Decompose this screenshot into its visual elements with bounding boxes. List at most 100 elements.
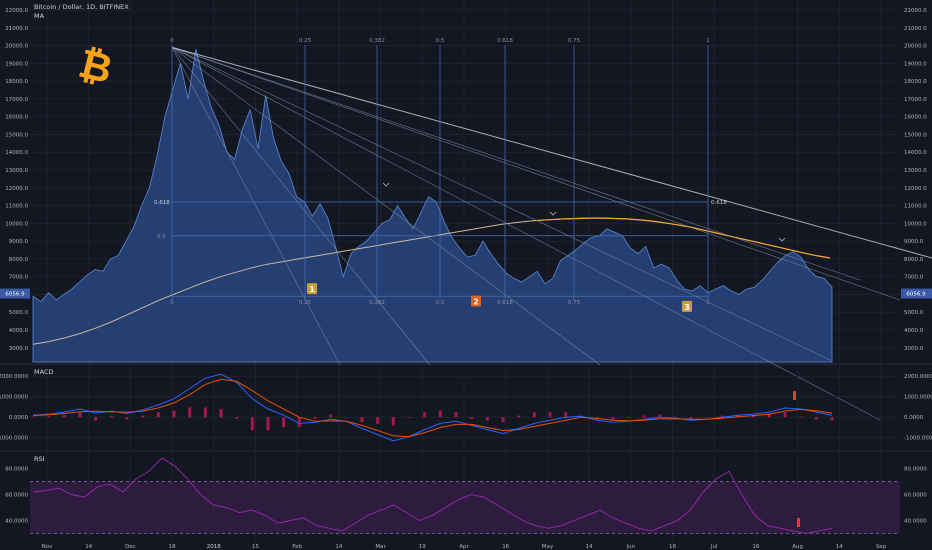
fib-time-label-bottom: 0.25 [299, 300, 312, 306]
y-tick-label-right: 21000.0 [904, 26, 927, 32]
y-tick-label-right: 17000.0 [904, 97, 927, 103]
macd-y-tick-right: -1000.0000 [904, 436, 932, 442]
macd-histogram-bar [470, 417, 474, 419]
y-tick-label-right: 10000.0 [904, 221, 927, 227]
macd-histogram-bar [125, 417, 129, 420]
fib-time-label-top: 0.5 [436, 38, 445, 44]
macd-histogram-bar [532, 412, 536, 418]
macd-histogram-bar [47, 416, 51, 418]
y-tick-label-left: 7000.0 [9, 275, 29, 281]
y-tick-label-right: 8000.0 [904, 257, 924, 263]
y-tick-label-right: 9000.0 [904, 239, 924, 245]
fib-fan-line [171, 47, 341, 366]
fib-fan-line [171, 47, 881, 421]
macd-alert-marker [793, 391, 796, 400]
y-tick-label-left: 19000.0 [5, 61, 28, 67]
x-tick-label: 18 [669, 544, 676, 550]
macd-histogram-bar [799, 416, 803, 418]
chart-header: Bitcoin / Dollar, 1D, BITFINEX MA [34, 3, 129, 21]
y-tick-label-right: 5000.0 [904, 310, 924, 316]
macd-histogram-bar [156, 412, 160, 418]
x-tick-label: 16 [502, 544, 509, 550]
x-tick-label: Dec [125, 544, 136, 550]
macd-histogram-bar [673, 416, 677, 418]
y-tick-label-right: 4000.0 [904, 328, 924, 334]
macd-histogram-bar [611, 417, 615, 421]
chart-title: Bitcoin / Dollar, 1D, BITFINEX [34, 3, 129, 11]
x-tick-label: 14 [335, 544, 342, 550]
fib-level-label: 0.5 [157, 234, 166, 240]
x-tick-label: 14 [586, 544, 593, 550]
rsi-alert-marker [797, 518, 800, 527]
y-tick-label-left: 14000.0 [5, 150, 28, 156]
rsi-y-tick-right: 60.0000 [904, 493, 927, 499]
fib-fan-line [171, 47, 601, 366]
wave-label: 3 [684, 303, 690, 312]
macd-histogram-bar [564, 412, 568, 418]
x-tick-label: 14 [85, 544, 92, 550]
price-tag-left: 6056.9 [5, 292, 25, 298]
y-tick-label-left: 12000.0 [5, 186, 28, 192]
macd-histogram-bar [423, 412, 427, 418]
macd-histogram-bar [31, 416, 35, 418]
macd-histogram-bar [219, 409, 223, 418]
fib-time-label-top: 0.382 [369, 38, 385, 44]
wave-label-box [471, 295, 481, 307]
macd-histogram-bar [783, 412, 787, 418]
macd-histogram-bar [454, 412, 458, 418]
macd-label: MACD [34, 368, 54, 376]
x-tick-label: Apr [459, 544, 469, 550]
y-tick-label-right: 19000.0 [904, 61, 927, 67]
macd-histogram-bar [141, 415, 145, 418]
macd-histogram-bar [626, 417, 630, 418]
price-tag-right: 6056.9 [906, 292, 926, 298]
wave-label: 2 [473, 298, 479, 307]
y-tick-label-right: 20000.0 [904, 44, 927, 50]
macd-histogram-bar [250, 417, 254, 431]
macd-histogram-bar [736, 414, 740, 418]
x-tick-label: Sep [876, 544, 887, 550]
y-tick-label-left: 20000.0 [5, 44, 28, 50]
wave-label-box [307, 283, 317, 295]
y-tick-label-left: 16000.0 [5, 115, 28, 121]
macd-y-tick-right: 0.0000 [904, 415, 924, 421]
price-tag-left-bg [0, 288, 30, 299]
rsi-y-tick-left: 80.0000 [5, 467, 28, 473]
macd-histogram-bar [517, 415, 521, 418]
x-tick-label: Jul [710, 544, 718, 550]
fib-fan-line [171, 47, 431, 366]
fib-time-label-top: 0.618 [497, 38, 513, 44]
rsi-y-tick-left: 60.0000 [5, 493, 28, 499]
macd-histogram-bar [297, 417, 301, 428]
macd-y-tick-left: -1000.0000 [0, 436, 28, 442]
macd-histogram-bar [705, 417, 709, 418]
wave-label-box [682, 300, 692, 312]
macd-y-tick-left: 1000.0000 [0, 395, 28, 401]
fib-time-label-top: 0 [170, 38, 174, 44]
macd-histogram-bar [689, 417, 693, 419]
macd-histogram-bar [344, 417, 348, 418]
y-tick-label-right: 12000.0 [904, 186, 927, 192]
macd-histogram-bar [814, 417, 818, 420]
x-tick-label: 16 [752, 544, 759, 550]
rsi-y-tick-right: 80.0000 [904, 467, 927, 473]
wave-label: 1 [309, 285, 315, 294]
fib-fan-line [171, 47, 901, 301]
x-tick-label: 14 [836, 544, 843, 550]
x-tick-label: Aug [792, 544, 803, 550]
macd-histogram-bar [720, 415, 724, 418]
macd-y-tick-left: 2000.0000 [0, 374, 28, 380]
y-tick-label-left: 5000.0 [9, 310, 29, 316]
macd-histogram-bar [376, 417, 380, 424]
y-tick-label-left: 10000.0 [5, 221, 28, 227]
y-tick-label-left: 13000.0 [5, 168, 28, 174]
macd-histogram-bar [282, 417, 286, 428]
x-tick-label: Nov [42, 544, 53, 550]
y-tick-label-right: 22000.0 [904, 8, 927, 14]
price-tag-right-bg [901, 288, 932, 299]
signal-line [32, 378, 833, 438]
y-tick-label-left: 9000.0 [9, 239, 29, 245]
y-tick-label-left: 11000.0 [5, 204, 28, 210]
macd-histogram-bar [501, 417, 505, 423]
